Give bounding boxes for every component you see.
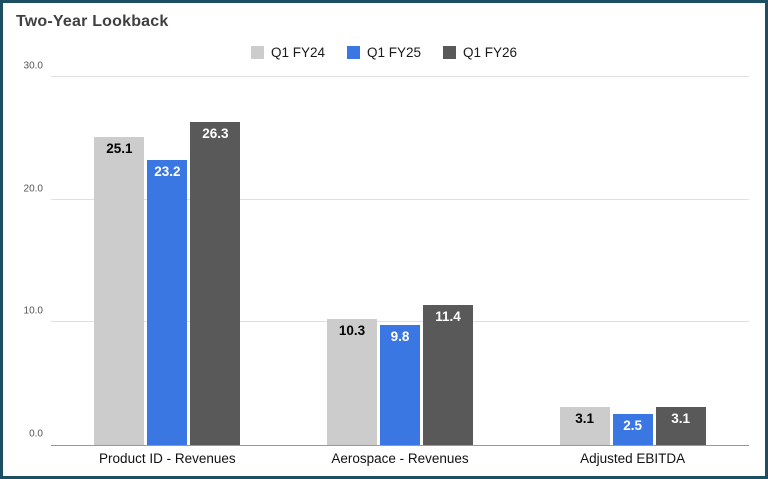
bar-value-label: 3.1 <box>575 410 595 426</box>
chart-legend: Q1 FY24 Q1 FY25 Q1 FY26 <box>3 43 765 61</box>
legend-item: Q1 FY24 <box>250 44 325 60</box>
bar-q1-fy26: 26.3 <box>190 122 241 445</box>
bar-q1-fy25: 23.2 <box>147 160 188 445</box>
bar-q1-fy24: 10.3 <box>326 318 377 445</box>
gridline <box>51 321 749 323</box>
bar-q1-fy26: 3.1 <box>655 406 706 445</box>
legend-swatch-icon <box>250 45 264 59</box>
bar-q1-fy26: 11.4 <box>422 305 473 445</box>
legend-label: Q1 FY25 <box>366 44 422 60</box>
bar-group: 25.1 23.2 26.3 Product ID - Revenues <box>94 77 241 466</box>
bar-q1-fy25: 9.8 <box>379 324 420 445</box>
x-axis-category-label: Adjusted EBITDA <box>580 451 686 466</box>
legend-swatch-icon <box>443 45 457 59</box>
gridline <box>51 76 749 77</box>
y-axis-tick-label: 30.0 <box>23 60 43 72</box>
legend-item: Q1 FY25 <box>346 44 422 60</box>
legend-label: Q1 FY26 <box>463 44 518 60</box>
bar-value-label: 25.1 <box>106 141 133 157</box>
gridline <box>51 198 749 200</box>
bar-q1-fy24: 3.1 <box>559 406 610 445</box>
plot-area: 0.0 10.0 20.0 30.0 25.1 23.2 26.3 Product ID - … <box>24 61 749 466</box>
chart-title: Two-Year Lookback <box>16 13 169 30</box>
y-axis-tick-label: 20.0 <box>23 183 43 195</box>
legend-swatch-icon <box>346 45 360 59</box>
bar-value-label: 23.2 <box>154 164 181 180</box>
legend-item: Q1 FY26 <box>443 45 517 60</box>
bar-group: 10.3 9.8 11.4 Aerospace - Revenues <box>326 77 473 466</box>
y-axis-tick-label: 10.0 <box>23 305 43 317</box>
x-axis-category-label: Aerospace - Revenues <box>331 451 469 466</box>
bar-value-label: 10.3 <box>338 322 366 338</box>
x-axis-category-label: Product ID - Revenues <box>99 451 236 466</box>
bar-value-label: 9.8 <box>390 328 410 344</box>
bar-value-label: 2.5 <box>623 418 643 434</box>
legend-label: Q1 FY24 <box>270 44 325 60</box>
bar-value-label: 11.4 <box>435 309 461 325</box>
bar-value-label: 26.3 <box>202 126 229 142</box>
bar-q1-fy25: 2.5 <box>612 414 653 445</box>
bar-q1-fy24: 25.1 <box>94 137 145 445</box>
bar-value-label: 3.1 <box>671 410 691 426</box>
bar-group: 3.1 2.5 3.1 Adjusted EBITDA <box>559 77 706 466</box>
y-axis-tick-label: 0.0 <box>29 428 43 440</box>
bar-groups: 25.1 23.2 26.3 Product ID - Revenues 10.3 9.8… <box>51 77 749 466</box>
